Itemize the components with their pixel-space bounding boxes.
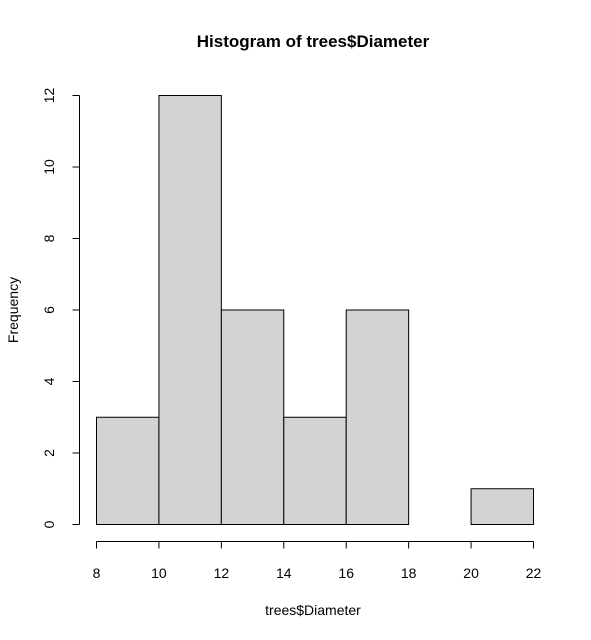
- x-tick-label-8: 8: [93, 565, 101, 581]
- x-axis-label: trees$Diameter: [265, 602, 361, 618]
- y-tick-label-8: 8: [41, 234, 57, 242]
- y-tick-label-12: 12: [41, 88, 57, 104]
- y-tick-label-6: 6: [41, 306, 57, 314]
- histogram-bar-14-16: [283, 416, 347, 525]
- bars-group: [96, 95, 535, 525]
- x-tick-label-10: 10: [151, 565, 167, 581]
- x-tick-label-14: 14: [276, 565, 292, 581]
- histogram-bar-20-22: [470, 488, 535, 525]
- chart-title: Histogram of trees$Diameter: [197, 32, 430, 51]
- x-tick-label-12: 12: [214, 565, 230, 581]
- histogram-bar-10-12: [158, 95, 222, 525]
- y-tick-label-4: 4: [41, 377, 57, 385]
- y-tick-label-2: 2: [41, 449, 57, 457]
- histogram-bar-8-10: [96, 416, 160, 525]
- y-tick-label-10: 10: [41, 159, 57, 175]
- y-tick-label-0: 0: [41, 520, 57, 528]
- histogram-bar-12-14: [220, 309, 285, 525]
- x-tick-label-22: 22: [526, 565, 542, 581]
- histogram-bar-16-18: [345, 309, 410, 525]
- x-axis: 8 10 12 14 16 18 20 22: [93, 541, 542, 581]
- y-axis-label: Frequency: [5, 277, 21, 343]
- x-tick-label-20: 20: [463, 565, 479, 581]
- x-tick-label-18: 18: [401, 565, 417, 581]
- y-axis: 0 2 4 6 8 10 12: [41, 88, 80, 528]
- x-tick-label-16: 16: [338, 565, 354, 581]
